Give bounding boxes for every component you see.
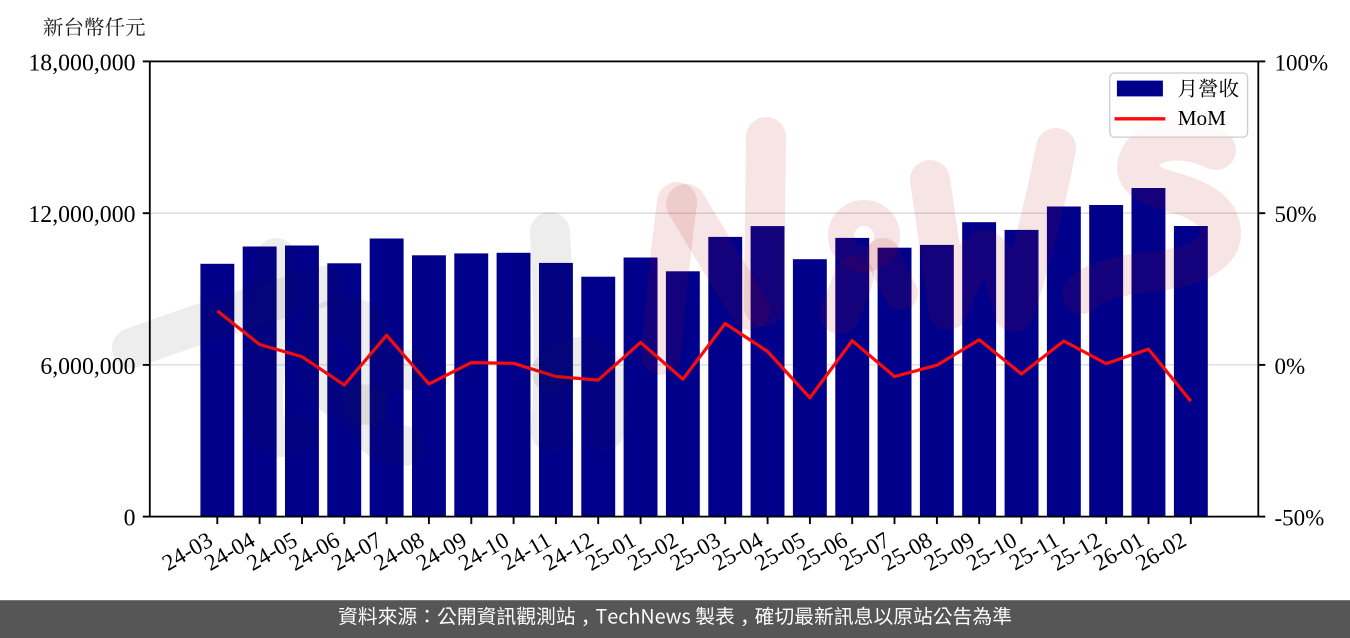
svg-text:18,000,000: 18,000,000	[28, 50, 135, 76]
svg-text:50%: 50%	[1275, 202, 1317, 227]
svg-text:0%: 0%	[1275, 354, 1306, 379]
svg-text:12,000,000: 12,000,000	[28, 202, 135, 228]
svg-text:0: 0	[124, 506, 136, 532]
svg-text:100%: 100%	[1275, 50, 1329, 75]
svg-text:-50%: -50%	[1275, 506, 1325, 531]
svg-text:6,000,000: 6,000,000	[40, 354, 135, 380]
svg-text:MoM: MoM	[1178, 106, 1226, 130]
